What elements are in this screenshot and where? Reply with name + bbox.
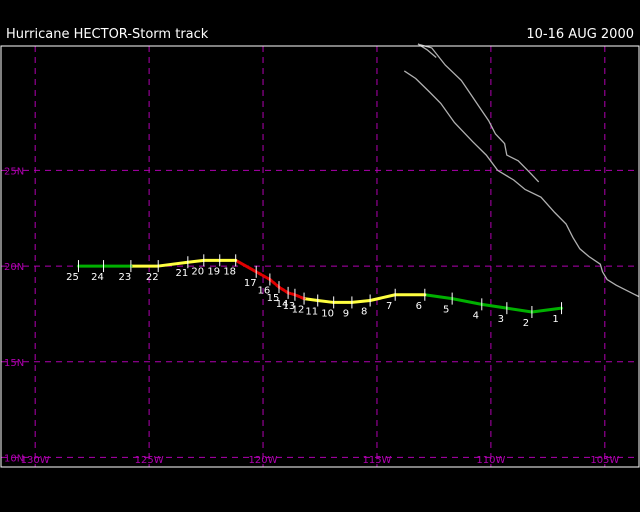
track-point-label: 8	[361, 307, 367, 318]
track-point-label: 20	[191, 266, 204, 277]
track-segment	[234, 258, 258, 274]
track-segment	[530, 306, 564, 314]
lat-label: 25N	[4, 166, 24, 177]
coastline-segment	[403, 70, 640, 298]
lat-label: 10N	[4, 453, 24, 464]
track-point-label: 21	[175, 268, 188, 279]
track-segment	[254, 270, 272, 281]
track-point-label: 6	[416, 301, 422, 312]
track-segment	[480, 302, 509, 310]
track-segment	[293, 293, 306, 301]
lon-label: 115W	[362, 455, 391, 466]
track-point-label: 9	[343, 308, 349, 319]
track-labels: 1234567891011121314151617181920212223242…	[66, 266, 559, 329]
track-point-label: 16	[258, 285, 271, 296]
track-point-label: 17	[244, 278, 257, 289]
track-point-label: 19	[207, 266, 220, 277]
track-point-label: 15	[267, 293, 280, 304]
track-point-label: 2	[523, 318, 529, 329]
track-point-label: 13	[283, 301, 296, 312]
track-segment	[505, 306, 534, 314]
track-segment	[302, 297, 320, 303]
track-segment	[450, 297, 484, 306]
track-segment	[423, 293, 454, 301]
track-point-label: 10	[321, 308, 334, 319]
track-point-label: 11	[305, 307, 318, 318]
map-frame	[0, 45, 640, 468]
track-point-label: 1	[552, 314, 558, 325]
coastline-segment	[417, 43, 540, 183]
track-point-label: 25	[66, 272, 79, 283]
lon-label: 130W	[21, 455, 50, 466]
lon-label: 110W	[476, 455, 505, 466]
lon-label: 120W	[249, 455, 278, 466]
coastline	[403, 43, 640, 298]
track-segment	[156, 260, 190, 268]
track-point-label: 5	[443, 305, 449, 316]
lat-label: 15N	[4, 358, 24, 369]
track-point-label: 12	[292, 305, 305, 316]
storm-track	[76, 254, 564, 318]
track-point-label: 24	[91, 272, 104, 283]
lon-label: 105W	[590, 455, 619, 466]
track-segment	[350, 299, 372, 304]
map-title: Hurricane HECTOR-Storm track	[6, 27, 209, 42]
track-point-label: 18	[223, 266, 236, 277]
lat-lon-grid: 130W 125W 120W 115W 110W 105W 10N 15N 20N 25N	[1, 46, 639, 467]
map-date-range: 10-16 AUG 2000	[526, 27, 634, 42]
track-point-label: 23	[119, 272, 132, 283]
track-point-label: 22	[146, 272, 159, 283]
track-point-label: 4	[473, 310, 479, 321]
track-segment	[186, 258, 206, 264]
track-point-label: 7	[386, 301, 392, 312]
track-segment	[316, 299, 336, 304]
track-segment	[277, 285, 290, 295]
track-point-label: 3	[498, 314, 504, 325]
track-segment	[368, 293, 397, 303]
track-point-label: 14	[276, 299, 289, 310]
lat-label: 20N	[4, 262, 24, 273]
track-segment	[268, 277, 281, 289]
lon-label: 125W	[135, 455, 164, 466]
